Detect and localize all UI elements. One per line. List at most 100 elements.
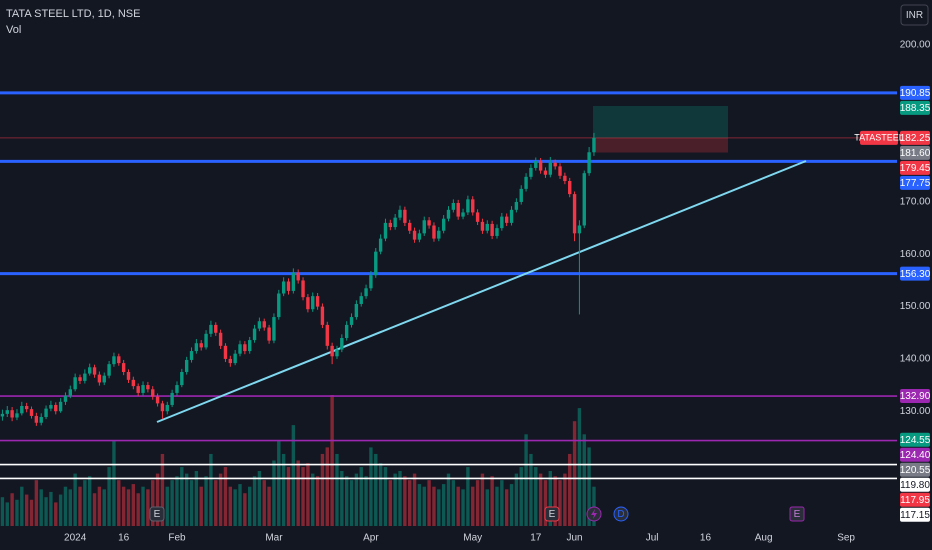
- volume-bar: [296, 460, 300, 526]
- volume-bar: [325, 447, 329, 526]
- candle-body: [199, 343, 203, 348]
- candle-body: [228, 358, 233, 364]
- price-label-bg: [900, 389, 930, 404]
- volume-bar: [272, 460, 276, 526]
- candle-body: [175, 385, 179, 393]
- candle-body: [466, 199, 470, 213]
- volume-bar: [121, 486, 126, 526]
- candle-body: [277, 293, 281, 318]
- volume-bar: [214, 480, 218, 526]
- volume-bar: [446, 473, 451, 526]
- price-label-bg: [900, 492, 930, 507]
- lightning-icon: [591, 509, 597, 519]
- candle-body: [340, 337, 344, 350]
- currency-button[interactable]: [900, 4, 929, 26]
- candle-body: [311, 296, 315, 310]
- level-lines: [0, 91, 897, 480]
- volume-bar: [204, 476, 208, 526]
- candle-body: [320, 306, 325, 325]
- volume-bar: [248, 486, 252, 526]
- volume-bar: [39, 489, 43, 526]
- candle-body: [422, 220, 426, 234]
- volume-bar: [10, 493, 14, 526]
- x-tick-label: Jun: [567, 533, 583, 544]
- candle-body: [214, 324, 218, 333]
- candle-body: [398, 209, 402, 218]
- candle-body: [548, 162, 553, 175]
- loss-zone: [593, 137, 728, 153]
- candle-body: [29, 409, 34, 416]
- candle-body: [0, 413, 5, 417]
- x-tick-label: 16: [700, 533, 712, 544]
- trend-line[interactable]: [156, 160, 807, 423]
- volume-bar: [78, 486, 82, 526]
- candle-body: [54, 404, 58, 412]
- volume-bar: [238, 484, 242, 526]
- volume-bar: [184, 473, 189, 526]
- candle-body: [194, 343, 199, 352]
- candle-body: [524, 176, 528, 189]
- volume-bar: [24, 494, 29, 526]
- volume-bar: [291, 425, 296, 526]
- candle-body: [281, 281, 286, 294]
- x-tick-label: 16: [118, 533, 130, 544]
- candle-body: [461, 212, 465, 217]
- candle-body: [102, 375, 106, 383]
- volume-bar: [194, 470, 199, 526]
- indicator-label: Vol: [6, 24, 21, 36]
- event-label: E: [549, 509, 556, 520]
- candle-body: [412, 230, 417, 240]
- candle-body: [592, 137, 596, 153]
- candle-body: [204, 333, 208, 348]
- dividend-marker[interactable]: [613, 506, 629, 522]
- price-label: 182.25: [900, 133, 931, 144]
- x-tick-label: Jul: [646, 533, 659, 544]
- volume-bar: [514, 473, 519, 526]
- position[interactable]: [593, 105, 728, 153]
- volume-bar: [364, 476, 368, 526]
- x-tick-label: Feb: [168, 533, 186, 544]
- candle-body: [500, 216, 504, 229]
- volume-bar: [548, 470, 553, 526]
- candle-body: [49, 404, 53, 409]
- volume-bar: [0, 497, 5, 526]
- volume-bar: [209, 453, 213, 526]
- volume-bar: [63, 486, 68, 526]
- candle-body: [480, 221, 485, 231]
- candle-body: [170, 392, 174, 405]
- candle-body: [534, 161, 538, 168]
- candle-body: [490, 223, 494, 236]
- candle-body: [223, 345, 228, 359]
- volume-bar: [301, 467, 305, 526]
- axes: 130.00 140.00 150.00 160.00 170.00 200.00 2024…: [64, 40, 931, 544]
- volume-bar: [563, 473, 567, 526]
- volume-bar: [286, 467, 291, 526]
- candle-body: [315, 296, 320, 307]
- candle-body: [44, 408, 48, 417]
- volume-bar: [58, 494, 63, 526]
- volume-bar: [267, 486, 271, 526]
- candle-body: [146, 385, 150, 390]
- candle-body: [267, 327, 271, 341]
- price-label: 188.35: [900, 103, 931, 114]
- earnings-marker[interactable]: [149, 506, 165, 522]
- candle-body: [257, 321, 262, 329]
- y-tick-label: 150.00: [900, 301, 931, 312]
- volume-bar: [354, 473, 359, 526]
- volume-bar: [592, 486, 596, 526]
- volume-bar: [480, 473, 485, 526]
- earnings-marker[interactable]: [789, 506, 805, 522]
- volume-bar: [553, 476, 557, 526]
- price-label-bg: [900, 175, 930, 190]
- volume-bar: [306, 463, 310, 526]
- candle-body: [160, 403, 165, 412]
- candle-body: [582, 173, 586, 226]
- volume-bar: [107, 467, 111, 526]
- price-label-bg: [900, 462, 930, 477]
- candle-body: [286, 281, 291, 291]
- volume-bar: [320, 453, 325, 526]
- earnings-marker[interactable]: [544, 506, 560, 522]
- candle-body: [369, 275, 373, 289]
- candle-body: [131, 379, 136, 387]
- candle-body: [272, 317, 276, 341]
